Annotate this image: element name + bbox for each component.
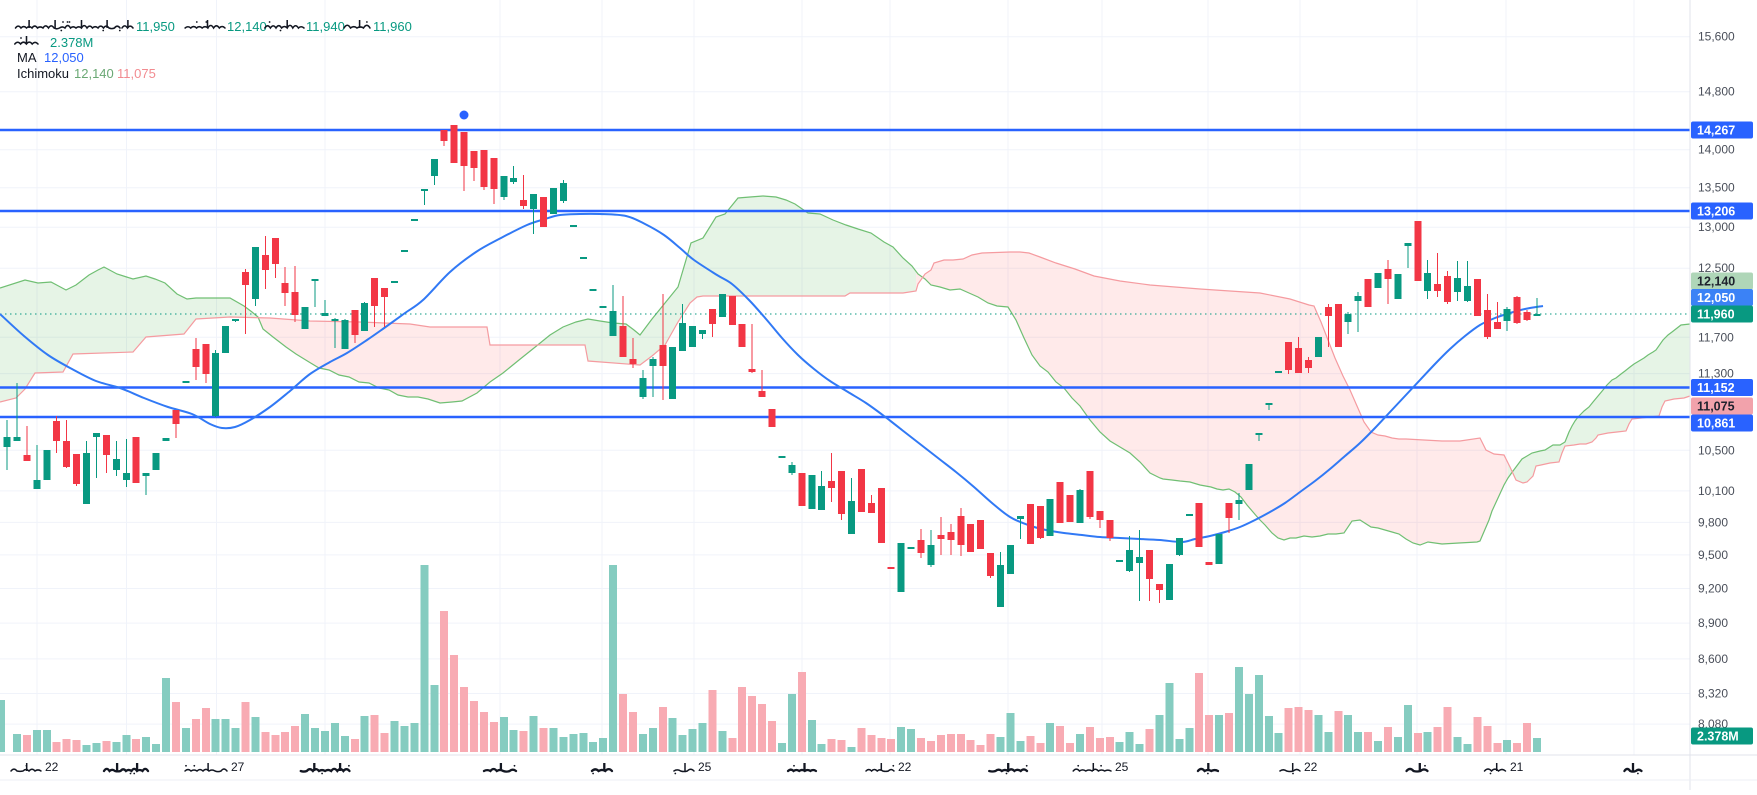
svg-text:22: 22 (45, 760, 59, 774)
svg-text:11,960: 11,960 (373, 19, 412, 34)
svg-text:25: 25 (698, 760, 712, 774)
svg-text:9,800: 9,800 (1698, 515, 1728, 529)
svg-text:12,140: 12,140 (1697, 275, 1735, 289)
svg-text:13,500: 13,500 (1698, 181, 1735, 195)
svg-text:8,320: 8,320 (1698, 687, 1728, 701)
svg-text:8,900: 8,900 (1698, 616, 1728, 630)
svg-text:10,100: 10,100 (1698, 484, 1735, 498)
svg-text:8,600: 8,600 (1698, 652, 1728, 666)
svg-text:9,500: 9,500 (1698, 548, 1728, 562)
svg-text:10,500: 10,500 (1698, 443, 1735, 457)
svg-text:9,200: 9,200 (1698, 582, 1728, 596)
svg-text:21: 21 (1510, 760, 1524, 774)
svg-text:Ichimoku: Ichimoku (17, 66, 69, 81)
svg-text:2.378M: 2.378M (1697, 730, 1739, 744)
svg-text:25: 25 (1115, 760, 1129, 774)
svg-text:14,000: 14,000 (1698, 143, 1735, 157)
svg-text:14,800: 14,800 (1698, 85, 1735, 99)
svg-text:MA: MA (17, 50, 37, 65)
svg-text:12,140: 12,140 (227, 19, 267, 34)
svg-text:11,075: 11,075 (1697, 400, 1735, 414)
svg-text:11,950: 11,950 (136, 19, 175, 34)
svg-text:13,000: 13,000 (1698, 220, 1735, 234)
svg-text:10,861: 10,861 (1697, 417, 1735, 431)
svg-text:2.378M: 2.378M (50, 35, 93, 50)
svg-text:11,152: 11,152 (1697, 381, 1735, 395)
svg-text:11,940: 11,940 (306, 19, 345, 34)
svg-text:15,600: 15,600 (1698, 30, 1735, 44)
svg-text:12,140: 12,140 (74, 66, 114, 81)
svg-text:11,960: 11,960 (1697, 308, 1735, 322)
svg-text:11,300: 11,300 (1698, 367, 1734, 381)
svg-text:11,700: 11,700 (1698, 330, 1734, 344)
svg-text:14,267: 14,267 (1697, 124, 1735, 138)
svg-text:13,206: 13,206 (1697, 205, 1735, 219)
svg-text:12,050: 12,050 (1697, 291, 1735, 305)
svg-text:22: 22 (1304, 760, 1318, 774)
svg-text:22: 22 (898, 760, 912, 774)
svg-text:12,500: 12,500 (1698, 261, 1735, 275)
svg-text:12,050: 12,050 (44, 50, 84, 65)
svg-text:11,075: 11,075 (117, 66, 156, 81)
svg-text:27: 27 (231, 760, 245, 774)
